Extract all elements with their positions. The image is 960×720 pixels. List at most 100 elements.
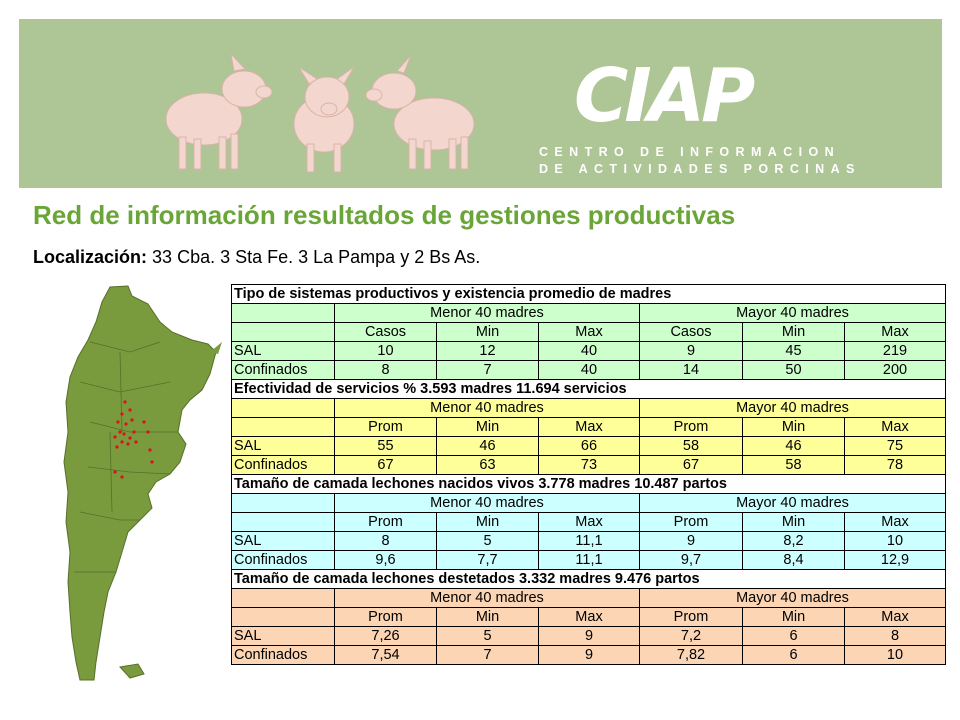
- group-header: Mayor 40 madres: [639, 303, 946, 323]
- column-header: Max: [844, 322, 946, 342]
- table-cell: 12,9: [844, 550, 946, 570]
- logo-subtitle-1: CENTRO DE INFORMACION: [539, 145, 841, 159]
- column-header-row: Casos Min Max Casos Min Max: [231, 322, 946, 342]
- table-cell: 7,26: [334, 626, 437, 646]
- column-header: Min: [436, 607, 539, 627]
- table-row: Confinados 8 7 40 14 50 200: [231, 360, 946, 380]
- column-header: Max: [538, 607, 640, 627]
- column-header: Min: [436, 417, 539, 437]
- table-cell: 75: [844, 436, 946, 456]
- table-cell: 5: [436, 626, 539, 646]
- row-label: SAL: [231, 436, 335, 456]
- table-cell: 67: [639, 455, 743, 475]
- column-header: Min: [742, 607, 845, 627]
- table-cell: 219: [844, 341, 946, 361]
- results-table: Tipo de sistemas productivos y existenci…: [231, 284, 946, 665]
- table-row: Confinados 67 63 73 67 58 78: [231, 455, 946, 475]
- group-header: Menor 40 madres: [334, 303, 640, 323]
- empty-cell: [231, 417, 335, 437]
- table-cell: 9,7: [639, 550, 743, 570]
- table-cell: 8,4: [742, 550, 845, 570]
- group-header: Menor 40 madres: [334, 398, 640, 418]
- table-row: Confinados 9,6 7,7 11,1 9,7 8,4 12,9: [231, 550, 946, 570]
- column-header: Prom: [639, 512, 743, 532]
- row-label: SAL: [231, 341, 335, 361]
- column-header: Min: [436, 512, 539, 532]
- table-cell: 46: [742, 436, 845, 456]
- table-cell: 10: [844, 531, 946, 551]
- table-cell: 40: [538, 360, 640, 380]
- column-header-row: Prom Min Max Prom Min Max: [231, 607, 946, 627]
- column-header: Max: [538, 512, 640, 532]
- section-title: Tamaño de camada lechones nacidos vivos …: [231, 474, 946, 494]
- table-cell: 8: [844, 626, 946, 646]
- column-header: Max: [844, 417, 946, 437]
- table-cell: 10: [844, 645, 946, 665]
- empty-cell: [231, 607, 335, 627]
- group-header: Mayor 40 madres: [639, 398, 946, 418]
- column-header: Min: [742, 322, 845, 342]
- column-header: Prom: [334, 417, 437, 437]
- table-cell: 73: [538, 455, 640, 475]
- empty-cell: [231, 588, 335, 608]
- table-cell: 8: [334, 360, 437, 380]
- pigs-image: [165, 52, 475, 173]
- location-label: Localización:: [33, 247, 148, 267]
- table-cell: 10: [334, 341, 437, 361]
- section-title: Efectividad de servicios % 3.593 madres …: [231, 379, 946, 399]
- logo-subtitle-2: DE ACTIVIDADES PORCINAS: [539, 162, 861, 176]
- group-header: Mayor 40 madres: [639, 493, 946, 513]
- table-cell: 40: [538, 341, 640, 361]
- table-cell: 200: [844, 360, 946, 380]
- section-title-row: Efectividad de servicios % 3.593 madres …: [231, 379, 946, 399]
- empty-cell: [231, 493, 335, 513]
- column-header: Prom: [334, 512, 437, 532]
- row-label: Confinados: [231, 455, 335, 475]
- section-title-row: Tamaño de camada lechones destetados 3.3…: [231, 569, 946, 589]
- section-title-row: Tipo de sistemas productivos y existenci…: [231, 284, 946, 304]
- group-header-row: Menor 40 madres Mayor 40 madres: [231, 493, 946, 513]
- table-cell: 5: [436, 531, 539, 551]
- header-banner: CIAP CENTRO DE INFORMACION DE ACTIVIDADE…: [19, 19, 942, 188]
- argentina-map: [63, 285, 222, 681]
- group-header: Menor 40 madres: [334, 493, 640, 513]
- column-header-row: Prom Min Max Prom Min Max: [231, 417, 946, 437]
- table-cell: 9: [538, 626, 640, 646]
- table-cell: 8: [334, 531, 437, 551]
- group-header-row: Menor 40 madres Mayor 40 madres: [231, 303, 946, 323]
- column-header: Casos: [334, 322, 437, 342]
- table-cell: 12: [436, 341, 539, 361]
- column-header: Min: [436, 322, 539, 342]
- column-header: Max: [844, 512, 946, 532]
- column-header: Max: [538, 322, 640, 342]
- page-title: Red de información resultados de gestion…: [33, 200, 736, 230]
- column-header: Prom: [334, 607, 437, 627]
- empty-cell: [231, 322, 335, 342]
- table-cell: 7,7: [436, 550, 539, 570]
- table-cell: 7,54: [334, 645, 437, 665]
- table-cell: 58: [742, 455, 845, 475]
- empty-cell: [231, 512, 335, 532]
- column-header: Prom: [639, 417, 743, 437]
- row-label: Confinados: [231, 360, 335, 380]
- table-cell: 6: [742, 626, 845, 646]
- column-header: Prom: [639, 607, 743, 627]
- table-cell: 11,1: [538, 550, 640, 570]
- table-cell: 11,1: [538, 531, 640, 551]
- empty-cell: [231, 398, 335, 418]
- table-cell: 66: [538, 436, 640, 456]
- location-text: 33 Cba. 3 Sta Fe. 3 La Pampa y 2 Bs As.: [152, 247, 481, 267]
- column-header: Min: [742, 512, 845, 532]
- column-header: Casos: [639, 322, 743, 342]
- table-cell: 9: [639, 341, 743, 361]
- table-cell: 45: [742, 341, 845, 361]
- table-cell: 63: [436, 455, 539, 475]
- row-label: SAL: [231, 626, 335, 646]
- table-cell: 7,2: [639, 626, 743, 646]
- location-line: Localización: 33 Cba. 3 Sta Fe. 3 La Pam…: [33, 247, 480, 268]
- table-cell: 7: [436, 645, 539, 665]
- table-cell: 6: [742, 645, 845, 665]
- table-row: SAL 8 5 11,1 9 8,2 10: [231, 531, 946, 551]
- empty-cell: [231, 303, 335, 323]
- table-cell: 8,2: [742, 531, 845, 551]
